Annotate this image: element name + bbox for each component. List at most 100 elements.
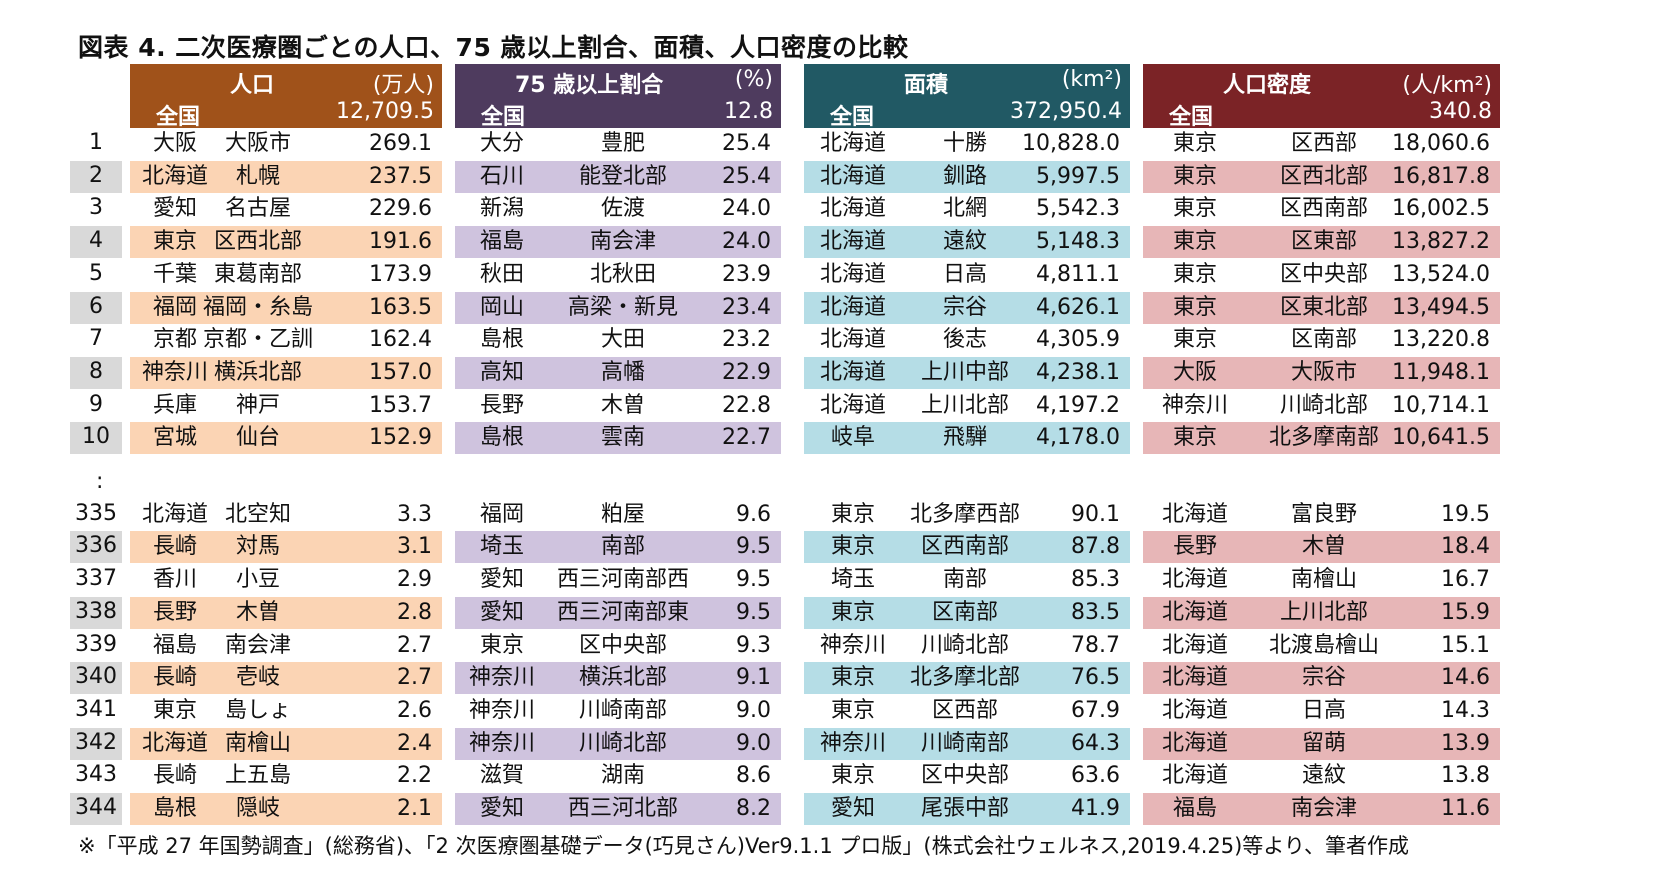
age-region: 区中央部 (578, 632, 668, 658)
area-prefecture: 北海道 (819, 392, 887, 418)
area-prefecture: 東京 (830, 697, 876, 723)
area-prefecture: 北海道 (819, 327, 887, 353)
area-value: 4,305.9 (1036, 327, 1120, 353)
pop-prefecture: 北海道 (141, 730, 209, 756)
dens-value: 14.3 (1441, 697, 1490, 723)
rank-cell: 6 (70, 291, 122, 324)
dens-cell (1143, 356, 1500, 389)
pop-cell (130, 422, 442, 455)
age-region: 高梁・新見 (567, 294, 679, 320)
age-value: 22.7 (722, 425, 771, 451)
age-region: 南部 (600, 534, 646, 560)
dens-value: 13,827.2 (1392, 229, 1490, 255)
pop-region: 対馬 (235, 534, 281, 560)
pop-region: 区西北部 (213, 229, 303, 255)
age-region: 木曽 (600, 392, 646, 418)
dens-region: 区東部 (1290, 229, 1358, 255)
age-region: 佐渡 (600, 196, 646, 222)
age-value: 23.9 (722, 261, 771, 287)
area-prefecture: 東京 (830, 534, 876, 560)
dens-prefecture: 東京 (1172, 425, 1218, 451)
pop-value: 269.1 (369, 131, 432, 156)
rank-cell: 3 (89, 195, 103, 221)
age-region: 雲南 (600, 425, 646, 451)
dens-prefecture: 福島 (1172, 796, 1218, 821)
density-header: 人口密度 (人/km²) (1143, 64, 1500, 98)
dens-value: 18.4 (1441, 534, 1490, 560)
age-value: 9.1 (736, 665, 771, 691)
rank-cell: 336 (70, 531, 122, 564)
pop-value: 2.6 (397, 697, 432, 723)
age-value: 9.6 (736, 501, 771, 527)
pop-cell (130, 226, 442, 259)
area-prefecture: 神奈川 (819, 730, 887, 756)
dens-cell (1143, 793, 1500, 825)
population-national-value: 12,709.5 (336, 99, 434, 124)
pop-cell (130, 160, 442, 193)
area-region: 尾張中部 (920, 796, 1010, 821)
dens-prefecture: 北海道 (1161, 632, 1229, 658)
pop-value: 2.4 (397, 730, 432, 756)
pop-prefecture: 宮城 (152, 425, 198, 451)
age-value: 23.4 (722, 294, 771, 320)
area-value: 78.7 (1071, 632, 1120, 658)
area-prefecture: 北海道 (819, 294, 887, 320)
pop-value: 173.9 (369, 261, 432, 287)
dens-prefecture: 大阪 (1172, 359, 1218, 385)
pop-region: 小豆 (235, 567, 281, 593)
dens-value: 13.8 (1441, 763, 1490, 789)
area-value: 64.3 (1071, 730, 1120, 756)
area-region: 後志 (942, 327, 988, 353)
area-national-row: 全国 372,950.4 (804, 96, 1130, 130)
dens-prefecture: 東京 (1172, 196, 1218, 222)
age-region: 横浜北部 (578, 665, 668, 691)
pop-cell (130, 793, 442, 825)
dens-region: 区中央部 (1279, 261, 1369, 287)
pop-value: 2.7 (397, 632, 432, 658)
density-header-unit: (人/km²) (1402, 73, 1492, 98)
age-value: 24.0 (722, 229, 771, 255)
age-region: 粕屋 (600, 501, 646, 527)
area-prefecture: 東京 (830, 763, 876, 789)
age-prefecture: 愛知 (479, 567, 525, 593)
pop-prefecture: 北海道 (141, 501, 209, 527)
pop-cell (130, 291, 442, 324)
area-cell (804, 596, 1130, 629)
rank-cell: 337 (75, 566, 117, 592)
age-cell (455, 291, 781, 324)
area-prefecture: 東京 (830, 501, 876, 527)
dens-value: 16.7 (1441, 567, 1490, 593)
age-region: 湖南 (600, 763, 646, 789)
age-region: 大田 (600, 327, 646, 353)
age-value: 9.5 (736, 599, 771, 625)
rank-cell: 2 (70, 160, 122, 193)
dens-cell (1143, 291, 1500, 324)
age-value: 9.0 (736, 697, 771, 723)
dens-prefecture: 北海道 (1161, 697, 1229, 723)
area-region: 川崎南部 (920, 730, 1010, 756)
pop-value: 237.5 (369, 163, 432, 189)
age-region: 南会津 (589, 229, 657, 255)
age-prefecture: 神奈川 (468, 730, 536, 756)
dens-value: 10,714.1 (1392, 392, 1490, 418)
dens-value: 16,002.5 (1392, 196, 1490, 222)
pop-value: 2.2 (397, 763, 432, 789)
age-prefecture: 高知 (479, 359, 525, 385)
age-cell (455, 662, 781, 695)
dens-region: 区南部 (1290, 327, 1358, 353)
dens-region: 南会津 (1290, 796, 1358, 821)
age-prefecture: 福岡 (479, 501, 525, 527)
pop-value: 2.7 (397, 665, 432, 691)
rank-cell: 342 (70, 727, 122, 760)
dens-region: 木曽 (1301, 534, 1347, 560)
area-prefecture: 北海道 (819, 359, 887, 385)
dens-cell (1143, 727, 1500, 760)
pop-region: 神戸 (235, 392, 281, 418)
pop-value: 152.9 (369, 425, 432, 451)
age-prefecture: 埼玉 (479, 534, 525, 560)
dens-region: 日高 (1301, 697, 1347, 723)
area-prefecture: 岐阜 (830, 425, 876, 451)
dens-value: 16,817.8 (1392, 163, 1490, 189)
area-region: 北網 (942, 196, 988, 222)
area-prefecture: 北海道 (819, 163, 887, 189)
